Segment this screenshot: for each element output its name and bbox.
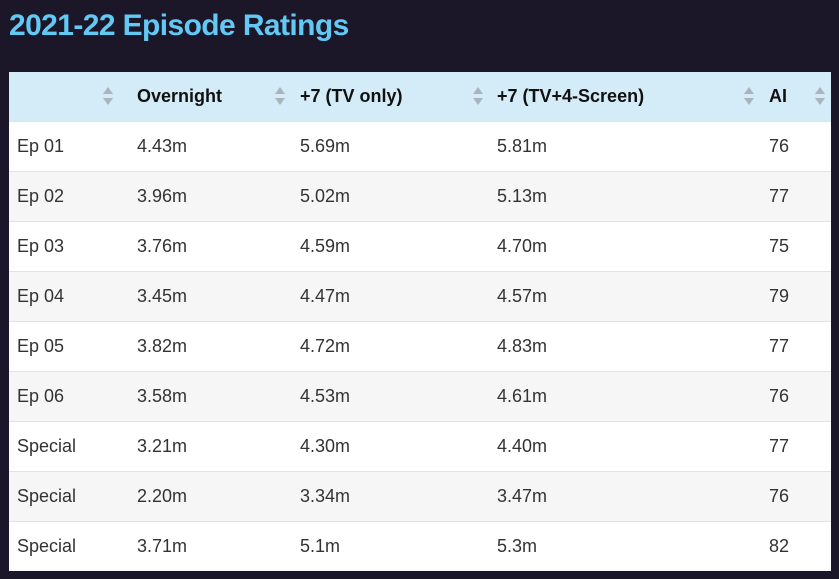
cell-overnight: 3.45m [137,285,188,306]
cell-tv-only: 5.69m [300,135,351,156]
cell-ai: 76 [769,135,790,156]
cell-ai: 77 [769,335,790,356]
column-header-label: +7 (TV only) [300,86,403,107]
table-row: Ep 01 4.43m 5.69m 5.81m 76 [9,121,831,171]
cell-overnight: 3.58m [137,385,188,406]
cell-tv-only: 5.1m [300,535,341,556]
cell-ai: 75 [769,235,790,256]
table-row: Ep 06 3.58m 4.53m 4.61m 76 [9,371,831,421]
cell-ai: 77 [769,435,790,456]
cell-episode: Ep 02 [17,185,65,206]
cell-ai: 76 [769,485,790,506]
column-header-tv-only[interactable]: +7 (TV only) [300,72,497,121]
cell-overnight: 2.20m [137,485,188,506]
column-header-label: +7 (TV+4-Screen) [497,86,645,107]
table-row: Special 3.71m 5.1m 5.3m 82 [9,521,831,571]
cell-ai: 79 [769,285,790,306]
sort-icon[interactable] [275,85,285,107]
cell-tv-4-screen: 4.83m [497,335,548,356]
cell-episode: Ep 04 [17,285,65,306]
table-row: Special 2.20m 3.34m 3.47m 76 [9,471,831,521]
column-header-tv-4-screen[interactable]: +7 (TV+4-Screen) [497,72,769,121]
cell-ai: 82 [769,535,790,556]
cell-overnight: 3.96m [137,185,188,206]
cell-ai: 76 [769,385,790,406]
column-header-label: Overnight [137,86,223,107]
cell-episode: Ep 01 [17,135,65,156]
cell-tv-only: 4.72m [300,335,351,356]
cell-overnight: 3.71m [137,535,188,556]
cell-tv-4-screen: 3.47m [497,485,548,506]
sort-icon[interactable] [815,85,825,107]
column-header-ai[interactable]: AI [769,72,831,121]
table-row: Ep 03 3.76m 4.59m 4.70m 75 [9,221,831,271]
cell-tv-4-screen: 5.13m [497,185,548,206]
cell-overnight: 4.43m [137,135,188,156]
cell-overnight: 3.76m [137,235,188,256]
table-header-row: Overnight +7 (TV only) +7 (TV+4-Screen) … [9,72,831,121]
cell-tv-4-screen: 4.57m [497,285,548,306]
table-row: Special 3.21m 4.30m 4.40m 77 [9,421,831,471]
table-row: Ep 05 3.82m 4.72m 4.83m 77 [9,321,831,371]
cell-tv-only: 4.59m [300,235,351,256]
table-row: Ep 04 3.45m 4.47m 4.57m 79 [9,271,831,321]
cell-tv-only: 4.30m [300,435,351,456]
cell-tv-4-screen: 4.70m [497,235,548,256]
column-header-episode[interactable] [9,72,129,121]
cell-tv-4-screen: 4.61m [497,385,548,406]
ratings-table-container: Overnight +7 (TV only) +7 (TV+4-Screen) … [9,72,831,571]
cell-overnight: 3.21m [137,435,188,456]
cell-tv-4-screen: 5.81m [497,135,548,156]
cell-tv-only: 4.53m [300,385,351,406]
cell-tv-only: 3.34m [300,485,351,506]
sort-icon[interactable] [473,85,483,107]
cell-ai: 77 [769,185,790,206]
cell-episode: Special [17,535,77,556]
sort-icon[interactable] [744,85,754,107]
cell-episode: Ep 03 [17,235,65,256]
table-row: Ep 02 3.96m 5.02m 5.13m 77 [9,171,831,221]
column-header-label: AI [769,86,787,107]
cell-tv-4-screen: 4.40m [497,435,548,456]
cell-tv-only: 5.02m [300,185,351,206]
page-title: 2021-22 Episode Ratings [9,9,349,42]
cell-episode: Ep 06 [17,385,65,406]
sort-icon[interactable] [103,85,113,107]
ratings-table: Overnight +7 (TV only) +7 (TV+4-Screen) … [9,72,831,571]
cell-tv-4-screen: 5.3m [497,535,538,556]
cell-episode: Special [17,485,77,506]
cell-episode: Ep 05 [17,335,65,356]
cell-episode: Special [17,435,77,456]
cell-overnight: 3.82m [137,335,188,356]
column-header-overnight[interactable]: Overnight [129,72,300,121]
cell-tv-only: 4.47m [300,285,351,306]
